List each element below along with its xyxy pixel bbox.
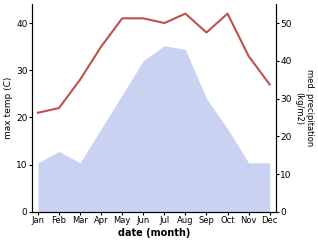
Y-axis label: med. precipitation
(kg/m2): med. precipitation (kg/m2) (294, 69, 314, 147)
Y-axis label: max temp (C): max temp (C) (4, 77, 13, 139)
X-axis label: date (month): date (month) (118, 228, 190, 238)
